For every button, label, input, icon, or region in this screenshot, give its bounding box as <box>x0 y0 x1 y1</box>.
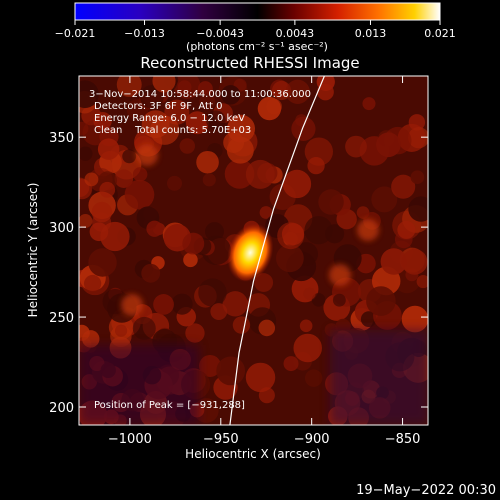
x-tick-label: −1000 <box>108 432 152 447</box>
x-axis-ticks: −1000 −950 −900 −850 <box>108 76 421 447</box>
x-axis-label: Heliocentric X (arcsec) <box>185 447 321 461</box>
colorbar-tick-label: −0.013 <box>124 27 165 40</box>
colorbar <box>74 2 441 21</box>
x-tick-label: −950 <box>203 432 239 447</box>
y-tick-label: 300 <box>49 221 74 236</box>
colorbar-unit-label: (photons cm⁻² s⁻¹ asec⁻²) <box>186 40 328 53</box>
chart-title: Reconstructed RHESSI Image <box>140 54 359 72</box>
annotation-energy-range: Energy Range: 6.0 − 12.0 keV <box>94 113 245 124</box>
x-tick-label: −900 <box>294 432 330 447</box>
peak-position-label: Position of Peak = [−931,288] <box>94 400 245 411</box>
y-tick-label: 350 <box>49 131 74 146</box>
colorbar-tick-label: −0.021 <box>55 27 96 40</box>
y-tick-label: 200 <box>49 401 74 416</box>
y-axis-label: Heliocentric Y (arcsec) <box>26 183 40 318</box>
colorbar-tick-label: 0.021 <box>424 27 456 40</box>
y-axis-ticks: 200 250 300 350 <box>49 131 428 416</box>
colorbar-tick-label: 0.013 <box>355 27 387 40</box>
annotation-clean-counts: Clean Total counts: 5.70E+03 <box>94 125 251 136</box>
x-tick-label: −850 <box>385 432 421 447</box>
colorbar-tick-label: −0.0043 <box>196 27 244 40</box>
solar-limb <box>229 76 325 425</box>
colorbar-tick-label: 0.0043 <box>276 27 315 40</box>
annotation-time-range: 3−Nov−2014 10:58:44.000 to 11:00:36.000 <box>89 89 311 100</box>
annotation-detectors: Detectors: 3F 6F 9F, Att 0 <box>94 101 222 112</box>
y-tick-label: 250 <box>49 311 74 326</box>
peak-source <box>227 223 274 282</box>
plot-frame <box>78 75 429 426</box>
colorbar-ticks: −0.021 −0.013 −0.0043 0.0043 0.013 0.021 <box>55 20 456 40</box>
footer-timestamp: 19−May−2022 00:30 <box>356 483 496 498</box>
image-area <box>79 76 428 425</box>
